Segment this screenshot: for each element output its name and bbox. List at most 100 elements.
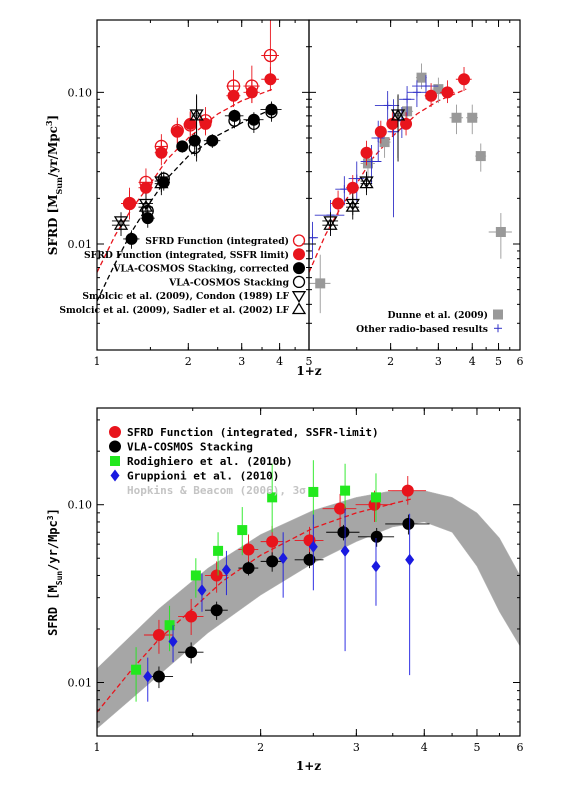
data-point	[188, 141, 201, 155]
plot-area	[97, 460, 520, 729]
legend-marker	[494, 324, 502, 333]
legend-label: Dunne et al. (2009)	[388, 310, 488, 321]
data-point-ring	[263, 48, 278, 63]
legend: SFRD Function (integrated) SFRD Function …	[59, 234, 307, 316]
data-point	[278, 552, 288, 565]
data-point	[265, 106, 278, 119]
data-point	[125, 232, 138, 245]
data-point	[245, 86, 258, 99]
y-axis-label-part: 3	[44, 120, 54, 126]
data-point	[303, 553, 316, 566]
legend-marker	[493, 309, 503, 320]
axes-frame	[96, 407, 521, 737]
legend-marker	[109, 440, 121, 453]
y-tick-label: 0.10	[68, 499, 93, 512]
data-point	[412, 88, 421, 97]
data-point	[143, 670, 153, 683]
x-tick-label: 4	[276, 355, 283, 368]
data-point	[185, 610, 198, 623]
data-point	[367, 157, 376, 166]
x-axis-label: 1+z	[296, 364, 321, 378]
legend: SFRD Function (integrated, SSFR-limit) VL…	[109, 426, 379, 497]
data-point	[213, 545, 224, 556]
x-tick-label: 5	[473, 741, 480, 754]
data-point	[495, 226, 506, 237]
data-point	[228, 114, 241, 127]
legend-marker	[291, 302, 307, 315]
x-tick-label: 4	[469, 355, 476, 368]
legend-marker	[293, 262, 305, 275]
series-0	[309, 63, 512, 314]
x-tick-label: 2	[257, 741, 264, 754]
y-axis-label-part: SFRD [M	[46, 585, 60, 636]
y-axis-label: SFRD [MSun/yr/Mpc3]	[46, 508, 64, 636]
data-point	[340, 485, 351, 496]
plot-area	[97, 20, 282, 302]
data-point	[346, 181, 359, 194]
legend-marker	[292, 234, 306, 247]
y-axis-label-part: SFRD [M	[46, 195, 60, 256]
data-point	[475, 151, 486, 162]
data-point	[152, 628, 165, 641]
data-point	[210, 604, 223, 617]
series-1	[121, 66, 279, 216]
y-axis-label-part: Sun	[54, 177, 64, 195]
data-point	[176, 140, 189, 153]
x-tick-label: 2	[185, 355, 192, 368]
data-point	[197, 584, 207, 597]
data-point	[371, 560, 381, 573]
data-point	[323, 217, 338, 230]
series-3	[143, 508, 415, 702]
data-point	[374, 125, 387, 138]
data-point	[189, 108, 204, 121]
confidence-band	[97, 490, 520, 729]
data-point	[152, 670, 165, 683]
data-point	[264, 73, 277, 86]
legend-marker	[292, 275, 306, 289]
legend-label: VLA-COSMOS Stacking, corrected	[112, 264, 289, 275]
data-point	[171, 125, 184, 138]
x-axis-label: 1+z	[296, 759, 321, 773]
series-2	[131, 460, 381, 702]
legend-label: SFRD Function (integrated, SSFR limit)	[84, 250, 289, 261]
series-1	[143, 514, 430, 689]
data-point	[131, 664, 142, 675]
data-point	[138, 199, 154, 212]
y-axis-label-part: 3	[46, 515, 55, 520]
legend-marker	[291, 291, 307, 303]
data-point	[242, 562, 255, 575]
x-tick-label: 3	[238, 355, 245, 368]
data-point	[210, 569, 223, 582]
axes-frame	[308, 19, 521, 351]
legend-label: Gruppioni et al. (2010)	[127, 470, 279, 483]
data-point	[421, 82, 430, 91]
y-axis-label-part: ]	[46, 115, 60, 121]
data-point	[362, 158, 373, 169]
data-point	[308, 486, 319, 497]
data-point	[309, 233, 317, 242]
data-point	[467, 112, 478, 123]
legend-label: Smolcic et al. (2009), Sadler et al. (20…	[59, 305, 289, 316]
data-point	[308, 540, 318, 553]
data-point	[263, 48, 278, 63]
data-point	[334, 502, 347, 515]
legend-label: Hopkins & Beacom (2006), 3σ	[127, 484, 306, 497]
data-point	[164, 620, 175, 631]
data-point	[154, 176, 169, 189]
data-point	[247, 117, 261, 130]
series-4	[111, 94, 204, 231]
chart-panel-top-right: 234561+zDunne et al. (2009)Other radio-b…	[308, 19, 524, 368]
legend-label: VLA-COSMOS Stacking	[127, 441, 253, 454]
x-tick-label: 1	[94, 355, 101, 368]
data-point	[370, 530, 383, 543]
data-point	[266, 555, 279, 568]
data-point	[425, 89, 438, 102]
data-point	[359, 176, 374, 189]
y-tick-label: 0.10	[68, 86, 93, 99]
series-4	[322, 95, 406, 236]
series-1	[309, 75, 439, 259]
x-tick-label: 6	[517, 355, 524, 368]
x-tick-label: 4	[421, 741, 428, 754]
